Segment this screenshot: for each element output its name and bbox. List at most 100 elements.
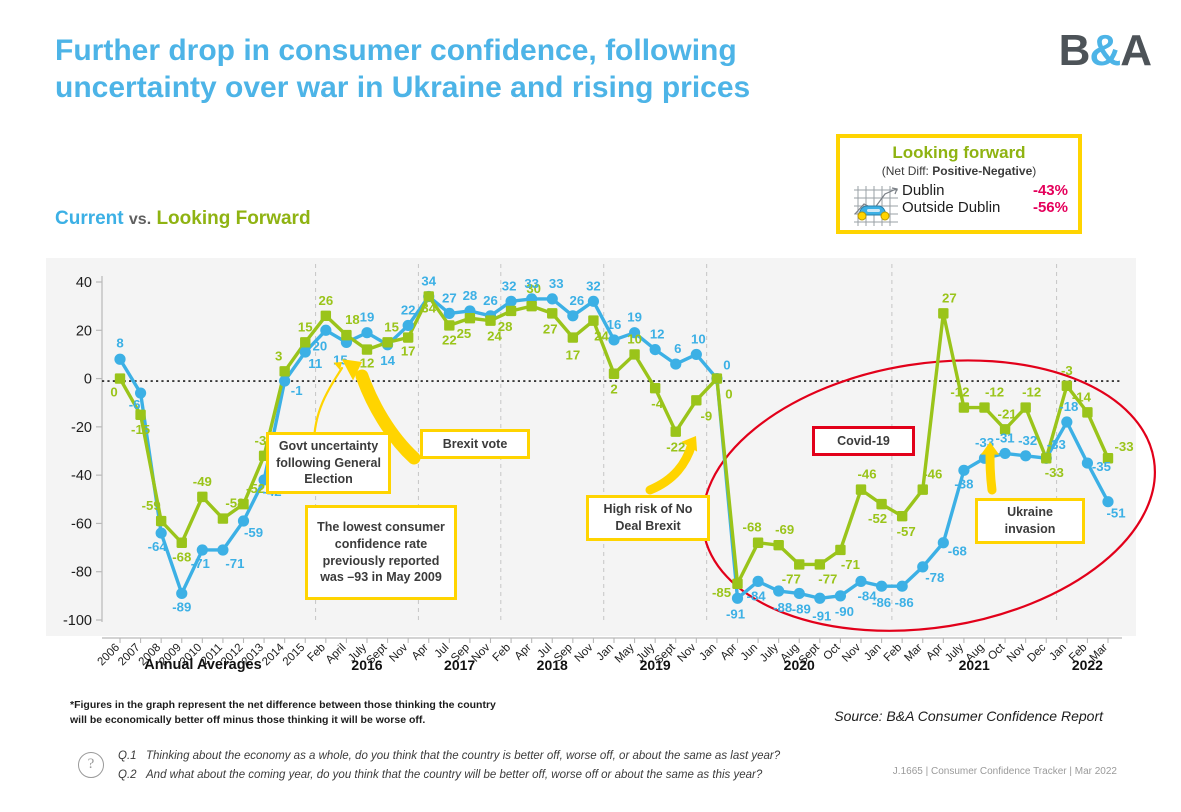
year-group-label-2021: 2021 [958, 657, 990, 673]
data-point-marker [361, 327, 373, 339]
brand-logo: B&A [1058, 26, 1152, 76]
data-point-label: -59 [244, 525, 263, 540]
data-point-label: 12 [360, 356, 375, 371]
data-point-marker [567, 332, 579, 343]
legend-sub-prefix: (Net Diff: [881, 164, 933, 178]
data-point-label: 20 [312, 338, 327, 353]
data-point-label: -51 [1106, 506, 1125, 521]
legend-sub-bold: Positive-Negative [932, 164, 1033, 178]
data-point-label: -9 [700, 408, 712, 423]
legend-sub-suffix: ) [1032, 164, 1037, 178]
data-point-label: -86 [872, 595, 891, 610]
data-point-marker [1061, 380, 1073, 392]
data-point-label: 12 [650, 327, 665, 342]
data-point-marker [670, 426, 681, 437]
data-point-marker [999, 424, 1011, 435]
data-point-label: -15 [131, 422, 150, 437]
data-point-marker [814, 592, 826, 604]
data-point-marker [402, 319, 414, 332]
data-point-marker [670, 358, 682, 370]
data-point-marker [505, 305, 517, 317]
data-point-label: 2 [610, 382, 617, 397]
data-point-label: -86 [895, 595, 914, 610]
arrow-ukraine-invasion [985, 445, 997, 495]
question-2-label: Q.2 [118, 768, 137, 781]
data-point-label: 15 [298, 319, 313, 334]
data-point-label: 28 [498, 319, 513, 334]
data-point-marker [444, 320, 455, 331]
data-point-label: -57 [897, 524, 916, 539]
data-point-label: 25 [457, 326, 472, 341]
data-point-marker [958, 402, 970, 413]
data-point-marker [196, 544, 208, 556]
data-point-marker [197, 491, 208, 503]
arrowhead-govt-uncertainty [333, 362, 342, 371]
data-point-marker [876, 498, 887, 510]
subtitle-current: Current [55, 208, 124, 229]
data-point-marker [361, 344, 373, 355]
legend-row-dublin: Dublin -43% [902, 182, 1068, 199]
annotation-lowest-confidence: The lowest consumer confidence rate prev… [305, 505, 457, 600]
arrow-brexit-vote [355, 369, 421, 465]
x-axis-tick-label: Jun [739, 642, 761, 664]
y-axis-tick-label: 0 [84, 372, 92, 388]
legend-subtitle: (Net Diff: Positive-Negative) [840, 164, 1078, 178]
question-mark-icon: ? [78, 752, 104, 778]
annotation-covid-19: Covid-19 [812, 426, 915, 456]
data-point-label: -49 [193, 474, 212, 489]
data-point-label: -14 [1072, 389, 1092, 404]
x-axis-tick-label: Apr [718, 642, 739, 663]
data-point-marker [176, 537, 187, 548]
data-point-label: 26 [483, 293, 498, 308]
data-point-marker [794, 559, 805, 570]
data-point-label: 11 [308, 356, 322, 371]
data-point-marker [958, 464, 970, 476]
data-point-marker [896, 580, 908, 592]
logo-b: B [1058, 26, 1091, 75]
data-point-marker [238, 498, 249, 510]
data-point-marker [979, 402, 990, 413]
data-point-label: 17 [401, 344, 416, 359]
data-point-label: 34 [421, 273, 436, 288]
arrowhead-ukraine-invasion [980, 442, 1000, 455]
data-point-label: -12 [1022, 385, 1041, 400]
legend-label-dublin: Dublin [902, 182, 945, 199]
page-title: Further drop in consumer confidence, fol… [55, 33, 875, 106]
data-point-label: 18 [345, 312, 360, 327]
data-point-label: 0 [110, 385, 117, 400]
arrow-no-deal-brexit [645, 439, 697, 495]
legend-rows: Dublin -43% Outside Dublin -56% [840, 182, 1078, 217]
data-point-marker [300, 337, 311, 348]
data-point-label: -18 [1059, 399, 1078, 414]
legend-row-outside-dublin: Outside Dublin -56% [902, 199, 1068, 216]
x-axis-canvas: 2006200720082009201020112012201320142015… [96, 637, 1122, 668]
data-point-marker [464, 313, 476, 324]
data-point-marker [773, 539, 784, 551]
data-point-marker [402, 332, 414, 343]
data-point-label: -69 [775, 522, 794, 537]
data-point-label: 33 [524, 276, 539, 291]
question-1-label: Q.1 [118, 750, 137, 762]
data-point-label: -6 [129, 397, 141, 412]
question-1-text: Thinking about the economy as a whole, d… [146, 750, 781, 762]
data-point-label: -68 [172, 550, 191, 565]
data-point-label: -85 [712, 585, 731, 600]
data-point-marker [629, 349, 640, 360]
annotation-no-deal-brexit: High risk of No Deal Brexit [586, 495, 710, 541]
data-point-label: -59 [142, 498, 161, 513]
data-point-label: 34 [421, 300, 436, 315]
data-point-label: 19 [360, 310, 375, 325]
x-axis-tick-label: Feb [305, 642, 328, 665]
data-point-marker [752, 537, 764, 548]
data-point-marker [320, 324, 332, 336]
data-point-marker [1082, 407, 1093, 418]
data-point-marker [773, 585, 785, 597]
questions-block: ? Q.1 Thinking about the economy as a who… [78, 747, 1098, 785]
data-point-label: -68 [948, 544, 967, 559]
data-point-label: -12 [985, 385, 1004, 400]
legend-value-dublin: -43% [1032, 182, 1068, 199]
data-point-label: -3 [1061, 363, 1073, 378]
data-point-marker [1081, 457, 1094, 469]
data-point-marker [814, 559, 826, 570]
data-point-marker [135, 409, 146, 420]
